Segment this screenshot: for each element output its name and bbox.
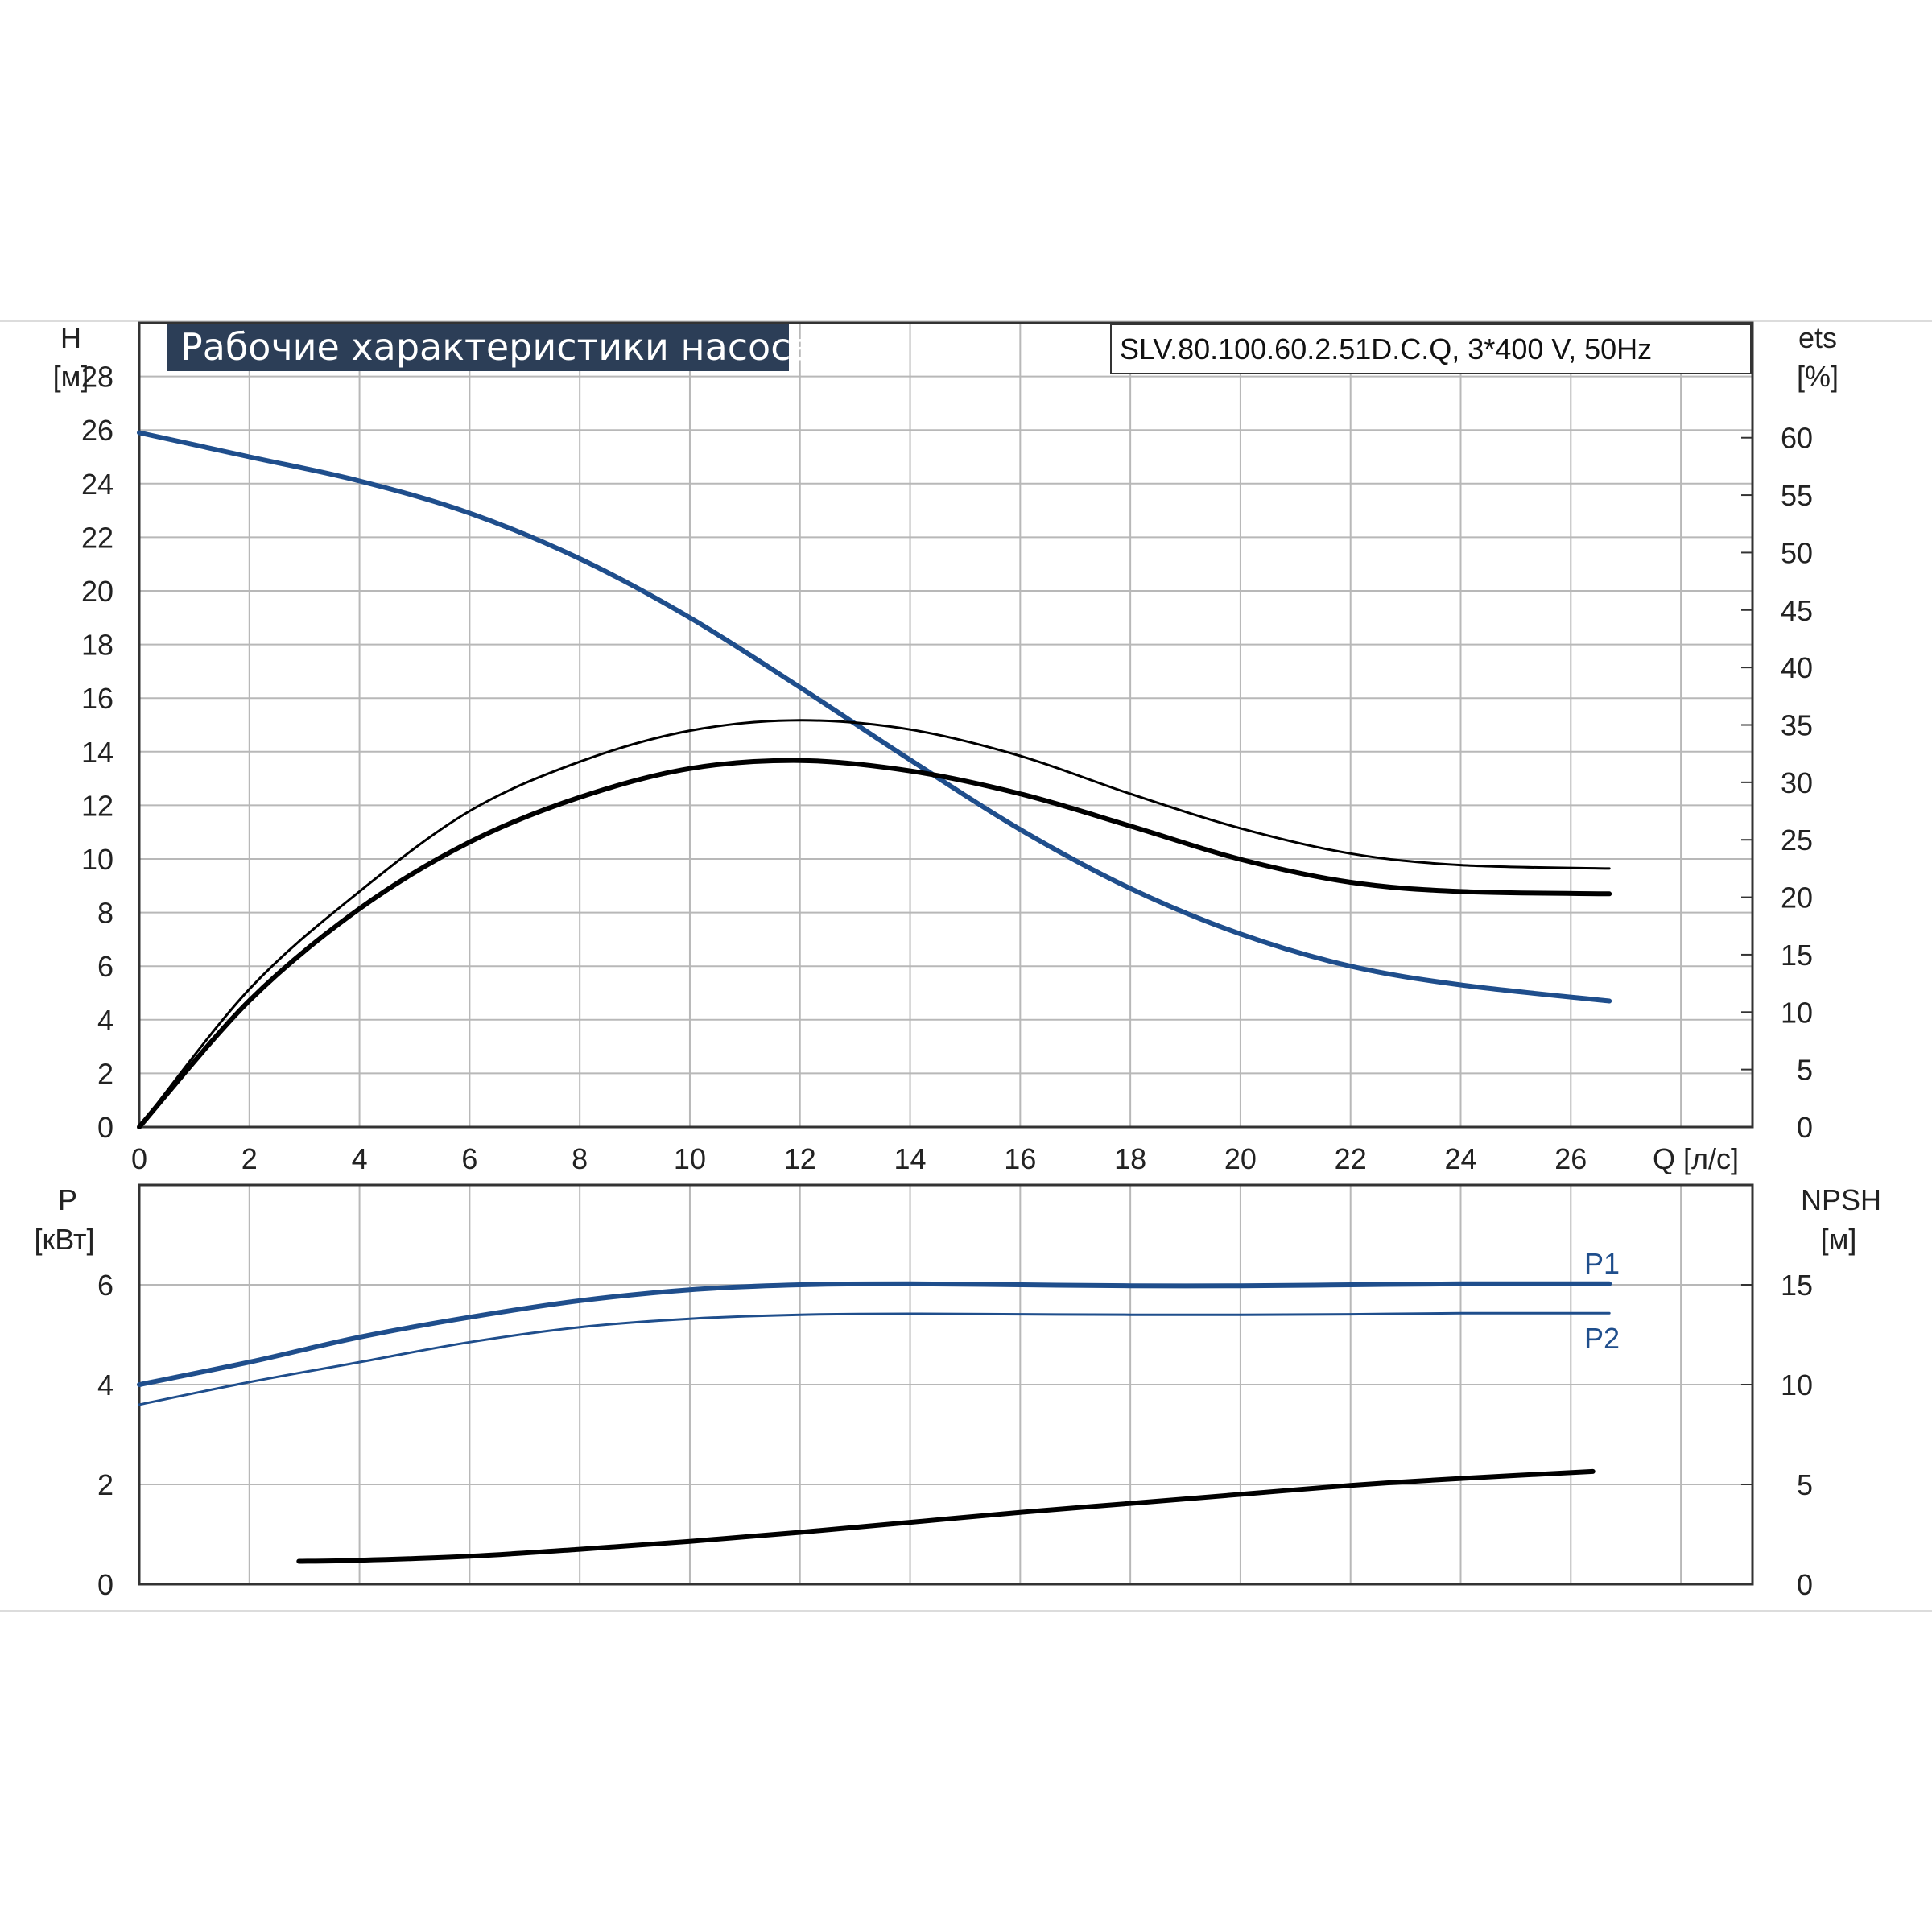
p1-series-label: P1 bbox=[1584, 1247, 1620, 1280]
efficiency-tick-label: 15 bbox=[1781, 939, 1813, 972]
x-tick-label: 24 bbox=[1444, 1142, 1476, 1175]
x-tick-label: 16 bbox=[1004, 1142, 1036, 1175]
x-tick-label: 18 bbox=[1114, 1142, 1146, 1175]
x-tick-label: 20 bbox=[1224, 1142, 1257, 1175]
head-chart-tick-labels: 0 2 4 6 8 10 12 14 16 18 20 22 24 2602468101214161820… bbox=[81, 361, 1813, 1175]
x-tick-label: 4 bbox=[352, 1142, 368, 1175]
x-tick-label: 12 bbox=[784, 1142, 816, 1175]
chart-title-box bbox=[167, 324, 789, 371]
x-tick-label: 22 bbox=[1335, 1142, 1367, 1175]
head-tick-label: 6 bbox=[97, 950, 114, 983]
head-tick-label: 20 bbox=[81, 575, 114, 608]
head-tick-label: 22 bbox=[81, 521, 114, 554]
chart-title: Рабочие характеристики насоса bbox=[180, 325, 814, 369]
npsh-axis-unit: [м] bbox=[1821, 1223, 1857, 1256]
head-tick-label: 12 bbox=[81, 789, 114, 822]
pump-model-label: SLV.80.100.60.2.51D.C.Q, 3*400 V, 50Hz bbox=[1120, 332, 1652, 365]
head-chart-grid bbox=[139, 323, 1752, 1127]
efficiency-tick-label: 40 bbox=[1781, 651, 1813, 684]
efficiency-tick-label: 20 bbox=[1781, 881, 1813, 914]
p2-series-label: P2 bbox=[1584, 1322, 1620, 1355]
head-tick-label: 24 bbox=[81, 468, 114, 501]
x-tick-label: 10 bbox=[674, 1142, 706, 1175]
x-tick-label: 8 bbox=[572, 1142, 588, 1175]
head-chart-frame bbox=[138, 321, 1754, 1129]
efficiency-tick-label: 55 bbox=[1781, 479, 1813, 512]
power-axis-label: P bbox=[58, 1183, 77, 1216]
power-tick-label: 4 bbox=[97, 1368, 114, 1402]
power-chart-tick-labels: 0 2 4 6 0 5 10 15 bbox=[97, 1269, 1813, 1601]
efficiency-tick-label: 5 bbox=[1797, 1054, 1813, 1087]
x-tick-label: 2 bbox=[242, 1142, 258, 1175]
efficiency-tick-label: 50 bbox=[1781, 536, 1813, 569]
head-tick-label: 4 bbox=[97, 1004, 114, 1037]
x-tick-label: 6 bbox=[461, 1142, 477, 1175]
head-tick-label: 8 bbox=[97, 897, 114, 930]
head-tick-label: 14 bbox=[81, 736, 114, 769]
efficiency-tick-label: 30 bbox=[1781, 766, 1813, 799]
efficiency-tick-label: 10 bbox=[1781, 996, 1813, 1029]
efficiency-tick-label: 60 bbox=[1781, 422, 1813, 455]
x-tick-label: 0 bbox=[131, 1142, 147, 1175]
head-axis-unit: [м] bbox=[53, 360, 89, 393]
flow-axis-label: Q [л/с] bbox=[1653, 1142, 1739, 1175]
head-axis-label: H bbox=[60, 321, 81, 354]
p2-curve bbox=[138, 1311, 1611, 1406]
npsh-tick-label: 10 bbox=[1781, 1368, 1813, 1402]
npsh-axis-label: NPSH bbox=[1801, 1183, 1881, 1216]
efficiency-tick-label: 25 bbox=[1781, 824, 1813, 857]
power-tick-label: 2 bbox=[97, 1468, 114, 1501]
npsh-tick-label: 15 bbox=[1781, 1269, 1813, 1302]
x-tick-label: 14 bbox=[894, 1142, 927, 1175]
npsh-tick-label: 0 bbox=[1797, 1568, 1813, 1601]
efficiency-lower-curve bbox=[137, 758, 1612, 1129]
head-tick-label: 18 bbox=[81, 629, 114, 662]
power-tick-label: 0 bbox=[97, 1568, 114, 1601]
p1-curve bbox=[137, 1281, 1612, 1387]
x-tick-label: 26 bbox=[1554, 1142, 1587, 1175]
efficiency-axis-label: ets bbox=[1798, 321, 1837, 354]
efficiency-upper-curve bbox=[138, 719, 1611, 1129]
npsh-curve bbox=[296, 1468, 1596, 1564]
efficiency-tick-label: 45 bbox=[1781, 594, 1813, 627]
power-tick-label: 6 bbox=[97, 1269, 114, 1302]
head-tick-label: 26 bbox=[81, 414, 114, 447]
efficiency-axis-unit: [%] bbox=[1797, 360, 1839, 393]
power-chart-grid bbox=[139, 1185, 1752, 1584]
head-tick-label: 28 bbox=[81, 361, 114, 394]
efficiency-tick-label: 0 bbox=[1797, 1111, 1813, 1144]
head-curve bbox=[137, 430, 1612, 1004]
head-chart-series bbox=[137, 430, 1612, 1129]
efficiency-tick-label: 35 bbox=[1781, 709, 1813, 742]
model-label-box bbox=[1110, 324, 1752, 374]
head-tick-label: 10 bbox=[81, 843, 114, 876]
head-tick-label: 0 bbox=[97, 1111, 114, 1144]
power-chart-series bbox=[137, 1281, 1612, 1564]
head-tick-label: 2 bbox=[97, 1057, 114, 1090]
power-axis-unit: [кВт] bbox=[34, 1223, 94, 1256]
head-tick-label: 16 bbox=[81, 682, 114, 715]
npsh-tick-label: 5 bbox=[1797, 1468, 1813, 1501]
